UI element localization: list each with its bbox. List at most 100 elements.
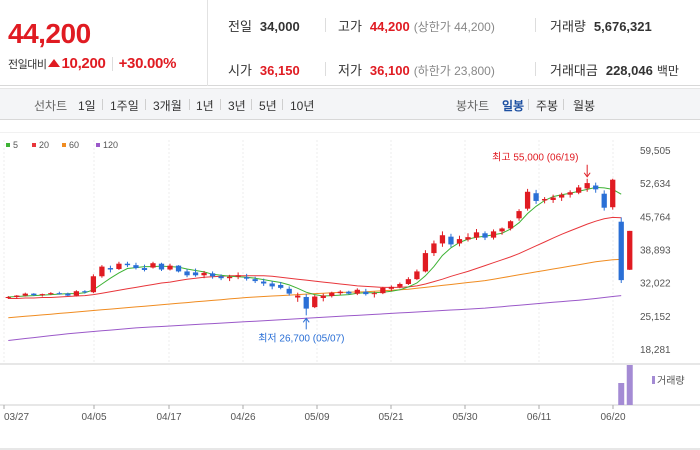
candle-body <box>363 291 369 295</box>
candle-body <box>499 228 505 232</box>
candle-body <box>175 265 182 272</box>
tab-1week[interactable]: 1주일 <box>110 99 139 113</box>
candle-body <box>439 235 446 244</box>
legend-swatch <box>32 143 36 147</box>
high-label: 고가 <box>338 19 362 34</box>
date-tick-label: 04/26 <box>230 412 255 423</box>
ma20-line <box>8 216 622 299</box>
candle-body <box>380 287 386 294</box>
open-price: 시가 36,150 <box>228 60 300 79</box>
candle-body <box>456 239 463 244</box>
tab-weekly[interactable]: 주봉 <box>536 99 559 113</box>
candle-body <box>473 232 480 238</box>
low-label: 저가 <box>338 63 362 78</box>
candle-body <box>312 296 318 308</box>
prev-close-value: 34,000 <box>259 19 300 34</box>
candle-body <box>516 211 522 219</box>
candle-body <box>567 192 573 195</box>
tab-1year[interactable]: 1년 <box>196 99 214 113</box>
volume: 거래량 5,676,321 <box>550 16 652 35</box>
candle-body <box>65 293 71 296</box>
ma120-line <box>8 295 622 341</box>
candle-body <box>14 295 20 298</box>
candle-body <box>388 286 395 289</box>
date-tick-label: 05/09 <box>304 412 329 423</box>
candle-body <box>465 237 471 240</box>
candle-body <box>337 291 343 294</box>
price-chart[interactable]: 5 20 60 120 59,505 52,634 45,764 38,893 32,022 2… <box>0 131 700 450</box>
low-arrow-head-icon <box>302 317 310 323</box>
candle-body <box>507 221 514 229</box>
candle-body <box>56 293 62 295</box>
price-tick-label: 25,152 <box>640 312 671 323</box>
legend-swatch <box>62 143 66 147</box>
low-annotation: 최저 26,700 (05/07) <box>258 332 344 344</box>
high-price: 고가 44,200 (상한가 44,200) <box>338 16 495 35</box>
volume-label: 거래량 <box>550 19 586 34</box>
price-tick-label: 52,634 <box>640 179 671 190</box>
candle-body <box>167 265 173 270</box>
tab-monthly[interactable]: 월봉 <box>573 99 596 113</box>
current-price: 44,200 <box>8 18 91 49</box>
ma60-line <box>8 258 622 319</box>
tab-daily[interactable]: 일봉 <box>502 99 525 113</box>
change-rate: +30.00% <box>118 55 177 72</box>
divider <box>251 99 252 110</box>
open-label: 시가 <box>228 63 252 78</box>
tab-10year[interactable]: 10년 <box>290 99 315 113</box>
candle-body <box>541 199 548 201</box>
candle-body <box>303 297 309 309</box>
volume-bar <box>618 383 625 405</box>
legend-label: 20 <box>39 140 49 150</box>
candle-body <box>295 295 301 298</box>
tab-3year[interactable]: 3년 <box>228 99 246 113</box>
candle-body <box>405 279 412 284</box>
date-tick-label: 04/17 <box>156 412 181 423</box>
candles <box>5 178 633 316</box>
candle-body <box>261 281 267 284</box>
divider <box>282 99 283 110</box>
tab-5year[interactable]: 5년 <box>259 99 277 113</box>
upper-limit: (상한가 44,200) <box>413 20 495 34</box>
high-arrow-head-icon <box>583 172 591 178</box>
change-row: 전일대비 10,200 +30.00% <box>8 55 176 72</box>
divider <box>325 62 326 76</box>
date-tick-label: 06/20 <box>600 412 625 423</box>
candle-body <box>269 283 275 287</box>
candle-body <box>184 271 190 276</box>
up-arrow-icon <box>48 58 61 67</box>
candle-body <box>558 194 565 198</box>
candle-body <box>107 268 114 270</box>
legend-label: 5 <box>13 140 18 150</box>
tab-3month[interactable]: 3개월 <box>153 99 182 113</box>
candle-body <box>226 276 233 279</box>
date-tick-label: 06/11 <box>527 412 552 423</box>
candle-body <box>354 289 360 294</box>
candle-body <box>252 279 258 282</box>
volume-legend-swatch <box>652 376 655 384</box>
candle-body <box>320 295 326 298</box>
volume-value: 5,676,321 <box>593 19 652 34</box>
high-annotation: 최고 55,000 (06/19) <box>492 152 578 164</box>
price-tick-label: 38,893 <box>640 246 671 257</box>
date-tick-label: 05/21 <box>378 412 403 423</box>
price-tick-label: 18,281 <box>640 345 671 356</box>
candle-body <box>243 277 250 279</box>
candle-body <box>550 197 556 200</box>
candle-body <box>448 236 454 245</box>
price-box: 44,200 전일대비 10,200 +30.00% <box>0 0 208 86</box>
candle-body <box>218 276 224 279</box>
candle-body <box>133 265 139 269</box>
ma5-line <box>8 186 622 298</box>
candle-body <box>482 233 488 238</box>
lower-limit: (하한가 23,800) <box>413 64 495 78</box>
candle-body <box>627 230 633 270</box>
candle-body <box>116 263 122 270</box>
candle-body <box>192 272 199 276</box>
tab-1day[interactable]: 1일 <box>78 99 96 113</box>
change-amount: 10,200 <box>61 55 106 72</box>
candle-body <box>124 263 131 266</box>
candle-body <box>90 276 97 293</box>
price-tick-label: 45,764 <box>640 212 671 223</box>
divider <box>563 99 564 110</box>
